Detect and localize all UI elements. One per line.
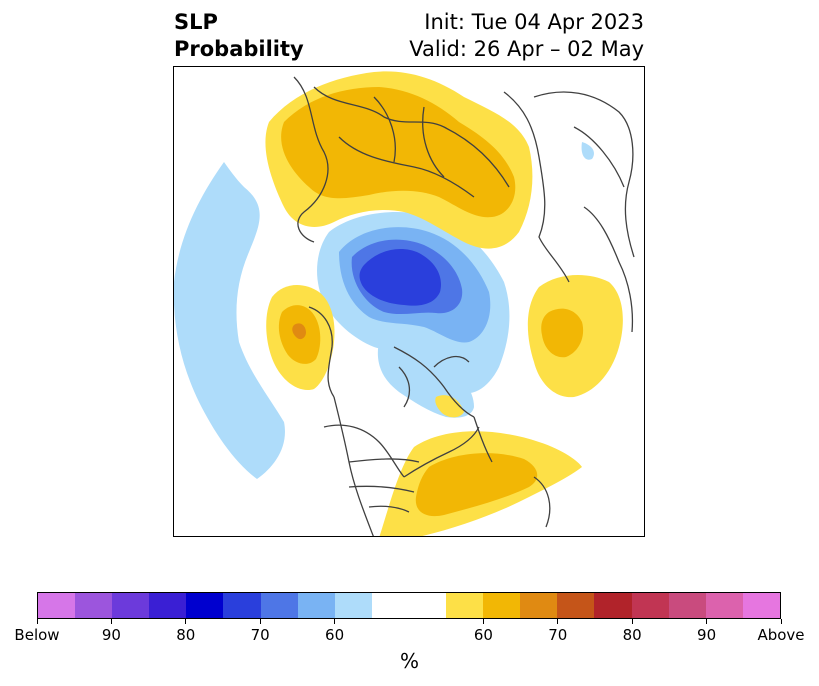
colorbar-swatch <box>520 593 558 618</box>
colorbar-swatch <box>334 593 372 618</box>
colorbar-unit-label: % <box>399 649 419 673</box>
colorbar-swatch <box>705 593 743 618</box>
colorbar-swatch <box>594 593 632 618</box>
colorbar-swatch <box>75 593 113 618</box>
colorbar-swatch <box>371 593 409 618</box>
colorbar-swatch <box>631 593 669 618</box>
colorbar-tick-mark <box>631 619 633 624</box>
map-dates: Init: Tue 04 Apr 2023 Valid: 26 Apr – 02… <box>409 9 644 63</box>
above-60-atlantic-small <box>435 395 464 418</box>
above-70-east-us-atlantic <box>415 453 538 517</box>
colorbar-tick-mark <box>482 619 484 624</box>
colorbar-swatch <box>483 593 521 618</box>
colorbar-tick-label: 70 <box>548 626 568 644</box>
above-80-alaska <box>292 323 306 340</box>
colorbar-tick-label: 90 <box>697 626 717 644</box>
colorbar-swatch <box>38 593 76 618</box>
colorbar-swatch <box>742 593 780 618</box>
map-panel <box>173 66 645 537</box>
below-nunavut-patch <box>581 142 594 160</box>
map-title: SLP Probability <box>174 9 304 63</box>
polar-stereographic-map <box>174 71 635 536</box>
colorbar-tick-mark <box>334 619 336 624</box>
colorbar-swatch <box>149 593 187 618</box>
colorbar-tick-mark <box>185 619 187 624</box>
coastlines <box>293 76 635 536</box>
title-type: Probability <box>174 37 304 61</box>
colorbar-tick-label: 60 <box>473 626 493 644</box>
colorbar-tick-label: 70 <box>250 626 270 644</box>
colorbar-tick-mark <box>557 619 559 624</box>
colorbar-tick-mark <box>110 619 112 624</box>
probability-colorbar <box>37 592 781 619</box>
colorbar-swatch <box>112 593 150 618</box>
colorbar-swatch <box>297 593 335 618</box>
above-70-east-asia <box>541 308 584 358</box>
colorbar-swatch <box>223 593 261 618</box>
init-date: Init: Tue 04 Apr 2023 <box>424 10 644 34</box>
valid-period: Valid: 26 Apr – 02 May <box>409 37 644 61</box>
colorbar-tick-mark <box>780 619 782 624</box>
colorbar-swatch <box>260 593 298 618</box>
below-90-arctic <box>359 249 442 306</box>
colorbar-swatch <box>557 593 595 618</box>
colorbar-tick-mark <box>259 619 261 624</box>
below-60-pacific-arc <box>174 162 285 479</box>
colorbar-tick-label: 80 <box>176 626 196 644</box>
colorbar-tick-label: Above <box>757 626 805 644</box>
colorbar-tick-mark <box>706 619 708 624</box>
colorbar-swatch <box>408 593 447 618</box>
colorbar-swatch <box>668 593 706 618</box>
colorbar-swatch <box>186 593 224 618</box>
title-variable: SLP <box>174 10 218 34</box>
colorbar-tick-label: Below <box>14 626 60 644</box>
colorbar-tick-label: 60 <box>325 626 345 644</box>
colorbar-swatch <box>446 593 484 618</box>
colorbar-tick-labels: Below 90 80 70 60 60 70 80 90 Above <box>0 626 819 646</box>
colorbar-tick-label: 90 <box>101 626 121 644</box>
colorbar-tick-label: 80 <box>622 626 642 644</box>
colorbar-tick-mark <box>36 619 38 624</box>
